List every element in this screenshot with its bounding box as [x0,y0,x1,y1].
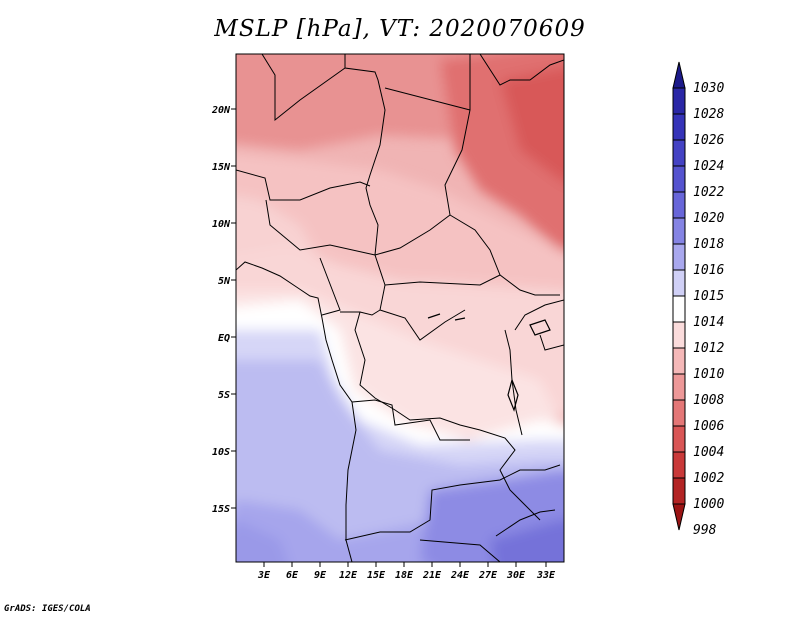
colorbar-label: 998 [693,523,717,538]
map-title: MSLP [hPa], VT: 2020070609 [214,16,586,42]
colorbar-swatch [672,373,686,401]
colorbar-label: 1006 [693,419,724,434]
lon-label: 15E [367,570,386,581]
lon-label: 12E [339,570,358,581]
colorbar-swatch [672,87,686,115]
colorbar-swatch [672,139,686,167]
colorbar-swatch [672,503,686,531]
lon-label: 21E [422,570,442,581]
colorbar-swatch [672,165,686,193]
lat-label: 10N [212,219,231,230]
lon-label: 27E [478,570,498,581]
lat-label: 5N [218,276,231,287]
grads-credit: GrADS: IGES/COLA [4,604,91,614]
colorbar-swatch [672,347,686,375]
colorbar-swatch [672,295,686,323]
colorbar-swatch [672,243,686,271]
colorbar-swatch [672,477,686,505]
lon-label: 18E [395,570,414,581]
lat-label: 5S [218,390,230,401]
latitude-axis: 20N 15N 10N 5N EQ 5S 10S 15S [211,105,236,515]
lat-label: 15S [212,504,230,515]
colorbar-swatch [672,399,686,427]
lon-label: 3E [257,570,271,581]
colorbar-label: 1016 [693,263,724,278]
colorbar-label: 1028 [693,107,724,122]
lat-label: 15N [212,162,231,173]
colorbar-label: 1018 [693,237,724,252]
colorbar-label: 1015 [693,289,724,304]
colorbar-label: 1002 [693,471,724,486]
lon-label: 33E [536,570,556,581]
colorbar-label: 1010 [693,367,724,382]
colorbar: 1030 1028 1026 1024 1022 1020 1018 1016 1015 1014… [672,61,724,538]
lakes [427,313,551,412]
colorbar-label: 1004 [693,445,724,460]
lat-label: EQ [218,333,230,344]
colorbar-label: 1008 [693,393,724,408]
map-frame [235,53,565,563]
colorbar-label: 1024 [693,159,724,174]
colorbar-label: 1030 [693,81,724,96]
colorbar-swatch [672,61,686,89]
lat-label: 20N [211,105,231,116]
longitude-axis: 3E 6E 9E 12E 15E 18E 21E 24E 27E 30E 33E [257,562,556,581]
colorbar-label: 1026 [693,133,724,148]
colorbar-label: 1014 [693,315,724,330]
lon-label: 9E [314,570,327,581]
lon-label: 24E [450,570,470,581]
lon-label: 6E [286,570,299,581]
colorbar-label: 1020 [693,211,724,226]
pressure-field [236,54,564,562]
lat-label: 10S [212,447,230,458]
colorbar-label: 1000 [693,497,724,512]
colorbar-swatch [672,451,686,479]
colorbar-swatch [672,425,686,453]
lon-label: 30E [506,570,526,581]
colorbar-label: 1022 [693,185,724,200]
colorbar-swatch [672,217,686,245]
colorbar-swatch [672,191,686,219]
coastline-borders [236,54,564,562]
colorbar-label: 1012 [693,341,724,356]
colorbar-swatch [672,269,686,297]
colorbar-swatch [672,321,686,349]
colorbar-swatch [672,113,686,141]
